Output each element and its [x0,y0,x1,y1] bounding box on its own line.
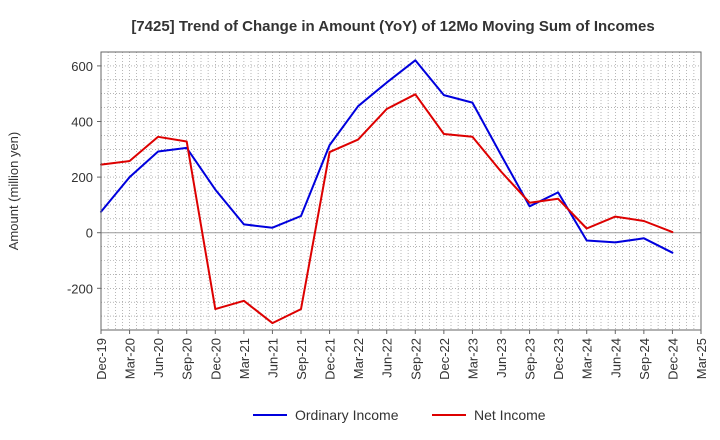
series-lines [100,59,674,325]
x-tick-label-3: Sep-20 [180,338,195,380]
y-tick-label-1: 0 [86,226,93,241]
x-tick-label-8: Dec-21 [323,338,338,380]
y-axis-ticks: -200 0 200 400 600 [67,59,101,296]
x-tick-label-2: Jun-20 [151,338,166,378]
x-tick-label-12: Dec-22 [437,338,452,380]
x-tick-label-15: Sep-23 [523,338,538,380]
x-tick-label-9: Mar-22 [351,338,366,379]
x-axis-ticks: Dec-19 Mar-20 Jun-20 Sep-20 Dec-20 Mar-21 Jun-… [94,330,709,380]
x-tick-label-0: Dec-19 [94,338,109,380]
x-tick-label-7: Sep-21 [294,338,309,380]
legend-label-net-income: Net Income [474,407,546,423]
x-tick-label-4: Dec-20 [208,338,223,380]
y-tick-label-3: 400 [71,115,93,130]
y-axis-label: Amount (million yen) [6,132,21,251]
legend-label-ordinary-income: Ordinary Income [295,407,399,423]
x-tick-label-18: Jun-24 [608,338,623,378]
x-tick-label-10: Jun-22 [380,338,395,378]
plot-border [100,51,702,331]
chart-title: [7425] Trend of Change in Amount (YoY) o… [131,18,654,35]
x-tick-label-17: Mar-24 [580,338,595,379]
y-tick-label-2: 200 [71,170,93,185]
series-line-ordinary-income [100,59,674,254]
horizontal-gridlines [101,65,701,317]
x-tick-label-6: Jun-21 [265,338,280,378]
x-tick-label-19: Sep-24 [637,338,652,380]
x-tick-label-16: Dec-23 [551,338,566,380]
x-tick-label-20: Dec-24 [665,338,680,380]
y-tick-label-0: -200 [67,281,93,296]
x-tick-label-11: Sep-22 [408,338,423,380]
x-tick-label-5: Mar-21 [237,338,252,379]
series-line-net-income [100,93,674,325]
x-tick-label-21: Mar-25 [694,338,709,379]
x-tick-label-13: Mar-23 [465,338,480,379]
x-tick-label-1: Mar-20 [123,338,138,379]
legend: Ordinary Income Net Income [253,407,546,423]
x-tick-label-14: Jun-23 [494,338,509,378]
y-tick-label-4: 600 [71,59,93,74]
